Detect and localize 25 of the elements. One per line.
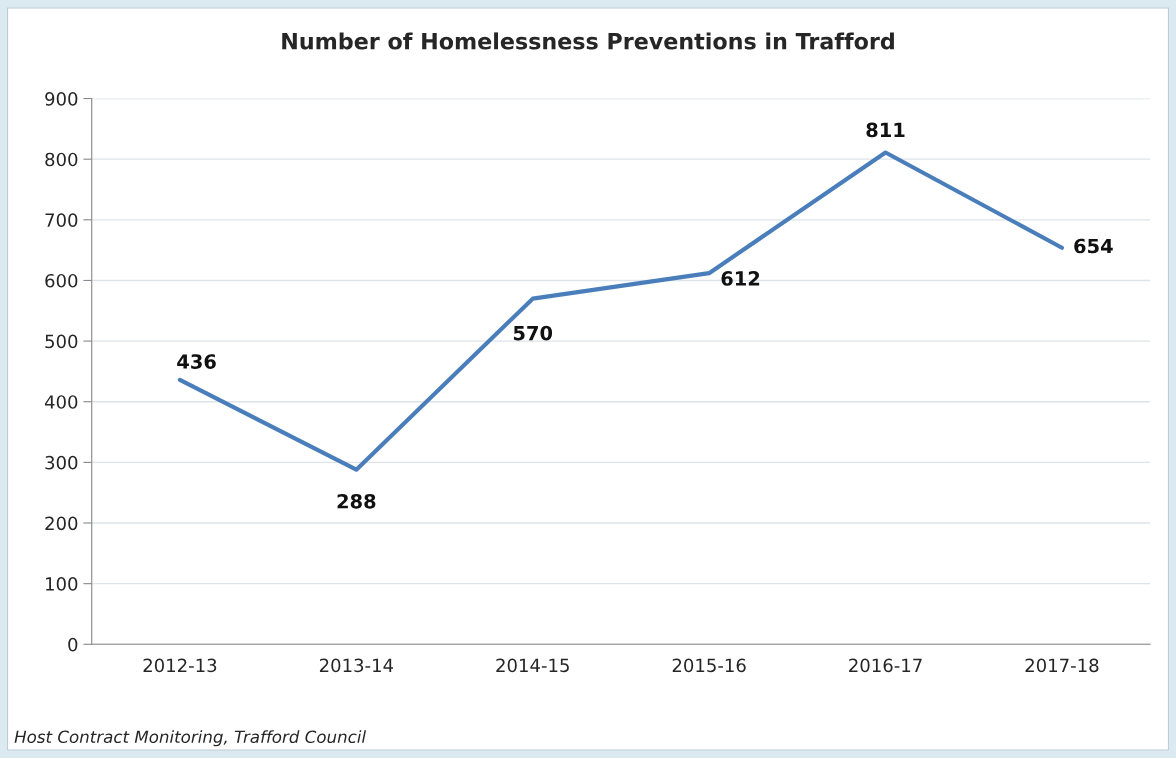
y-tick-label: 200: [45, 516, 78, 531]
x-tick-label: 2014-15: [496, 658, 569, 673]
data-label: 654: [1074, 238, 1113, 254]
data-label: 612: [721, 271, 760, 286]
data-label: 436: [177, 354, 216, 369]
y-tick-label: 900: [45, 92, 78, 106]
x-tick-label: 2012-13: [143, 658, 217, 673]
x-tick-label: 2015-16: [672, 658, 746, 673]
y-tick-label: 800: [45, 152, 78, 167]
data-label: 570: [513, 325, 553, 341]
y-tick-label: 500: [45, 334, 78, 349]
data-label: 811: [866, 122, 905, 138]
y-tick-label: 0: [68, 637, 78, 652]
text: Host Contract Monitoring, Trafford Council: [14, 730, 366, 747]
chart-title: Number of Homelessness Preventions in Trafford: [282, 32, 894, 50]
x-tick-label: 2013-14: [319, 658, 394, 673]
data-label: 288: [337, 493, 376, 509]
y-tick-label: 700: [45, 213, 78, 227]
y-tick-label: 400: [44, 395, 78, 409]
y-tick-label: 100: [46, 577, 78, 591]
x-tick-label: 2017-18: [1025, 658, 1099, 673]
y-tick-label: 300: [45, 455, 78, 470]
x-tick-label: 2016-17: [849, 658, 922, 673]
y-tick-label: 600: [45, 273, 78, 288]
line-series: [177, 150, 1065, 472]
